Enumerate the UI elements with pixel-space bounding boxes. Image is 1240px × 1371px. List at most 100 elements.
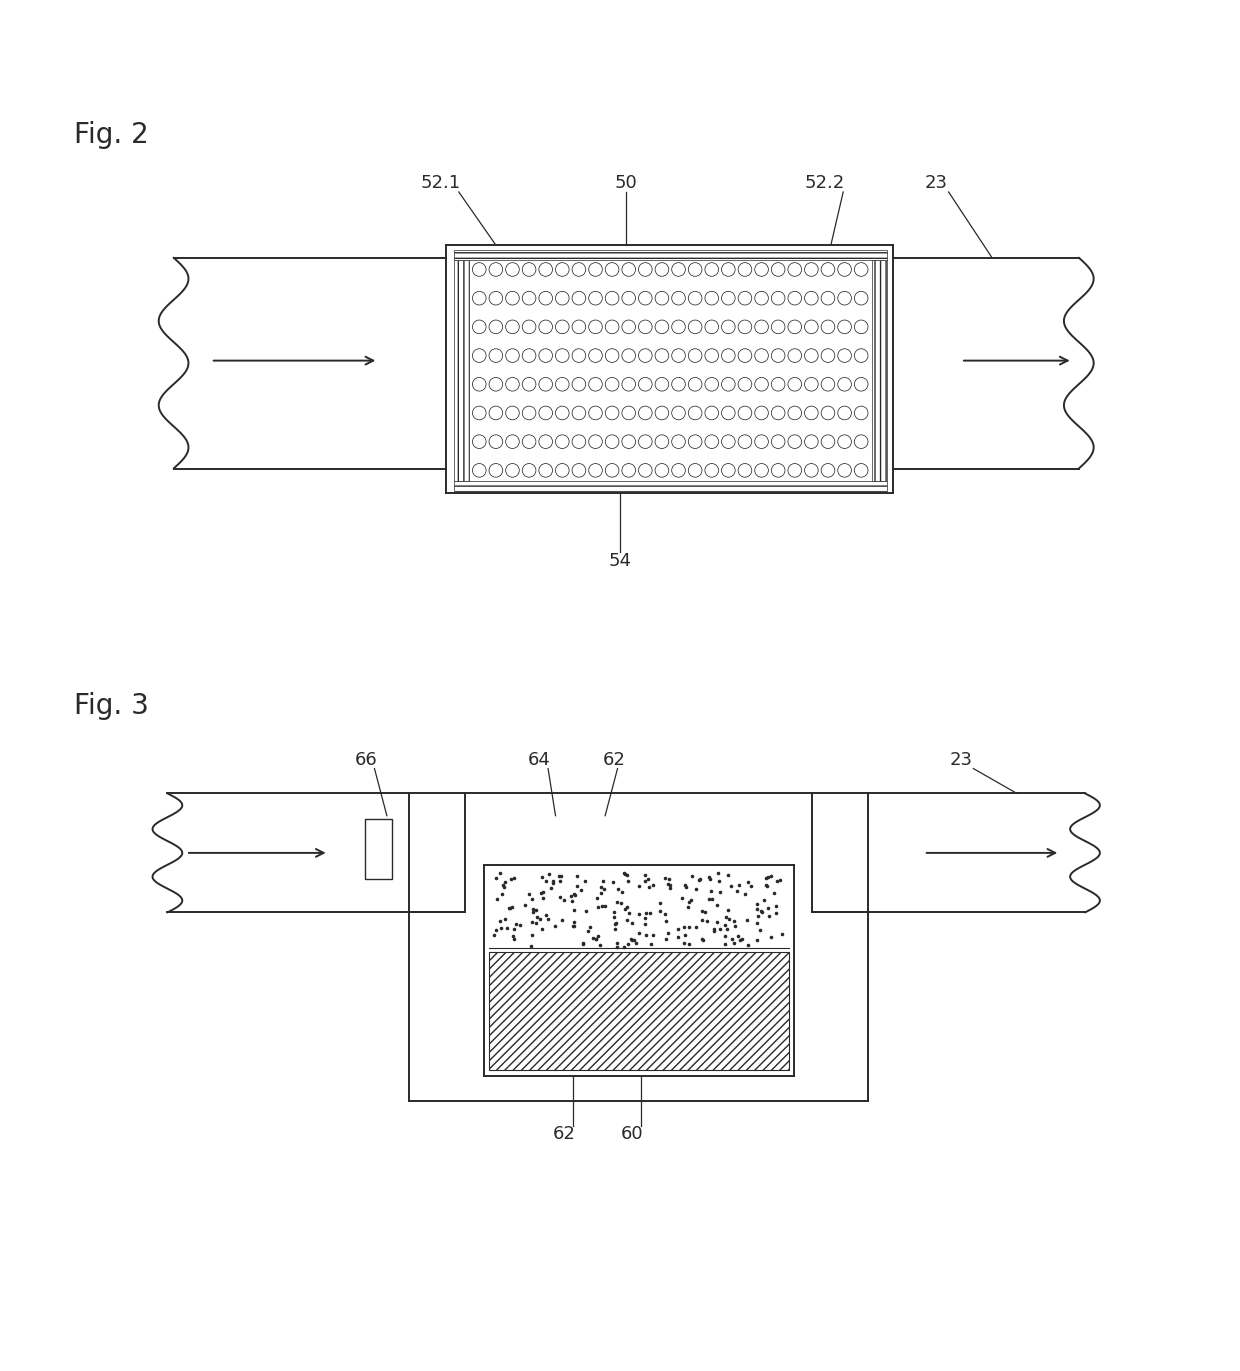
Point <box>699 865 719 887</box>
Point <box>629 921 649 943</box>
Point <box>693 930 713 951</box>
Point <box>580 916 600 938</box>
Point <box>722 928 742 950</box>
Point <box>677 876 697 898</box>
Point <box>758 866 777 888</box>
Point <box>594 877 614 899</box>
Text: 64: 64 <box>528 751 551 769</box>
Point <box>729 875 749 897</box>
Point <box>567 865 587 887</box>
Point <box>526 898 546 920</box>
Point <box>724 910 744 932</box>
Bar <box>489 872 789 949</box>
Point <box>588 887 608 909</box>
Point <box>567 875 587 897</box>
Text: 62: 62 <box>553 1126 575 1143</box>
Point <box>753 901 773 923</box>
Point <box>564 899 584 921</box>
Point <box>562 886 582 908</box>
Point <box>722 875 742 897</box>
Point <box>711 917 730 939</box>
Point <box>708 862 728 884</box>
Point <box>737 909 756 931</box>
Text: 66: 66 <box>355 751 377 769</box>
Point <box>615 862 635 884</box>
Point <box>608 936 627 958</box>
Point <box>657 921 677 943</box>
Point <box>704 917 724 939</box>
Point <box>766 902 786 924</box>
Point <box>748 893 768 914</box>
Bar <box>489 951 789 1069</box>
Point <box>619 902 639 924</box>
Point <box>641 934 661 956</box>
Point <box>532 919 552 941</box>
Text: 54: 54 <box>609 553 631 570</box>
Point <box>728 925 748 947</box>
Point <box>496 872 516 894</box>
Point <box>622 912 642 934</box>
Text: 52.2: 52.2 <box>805 174 844 192</box>
Point <box>522 910 542 932</box>
Point <box>618 869 637 891</box>
Point <box>714 914 734 936</box>
Point <box>707 894 727 916</box>
Point <box>606 891 626 913</box>
Point <box>529 908 549 930</box>
Point <box>748 905 768 927</box>
Point <box>502 925 522 947</box>
Point <box>770 869 790 891</box>
Point <box>656 928 676 950</box>
Point <box>608 932 627 954</box>
Point <box>714 924 734 946</box>
Point <box>594 871 614 893</box>
Point <box>717 919 737 941</box>
Point <box>552 909 572 931</box>
Point <box>768 869 787 891</box>
Point <box>764 882 784 903</box>
Point <box>758 897 777 919</box>
Point <box>506 913 526 935</box>
Bar <box>454 481 887 491</box>
Point <box>494 873 513 895</box>
Point <box>686 916 706 938</box>
Point <box>606 912 626 934</box>
Point <box>490 909 510 931</box>
Point <box>511 914 531 936</box>
Point <box>635 913 655 935</box>
Point <box>689 869 709 891</box>
Point <box>501 868 521 890</box>
Point <box>635 864 655 886</box>
Point <box>692 909 712 931</box>
Point <box>724 916 744 938</box>
Point <box>639 868 658 890</box>
Point <box>658 873 678 895</box>
Point <box>672 887 692 909</box>
Point <box>759 905 779 927</box>
Point <box>675 875 694 897</box>
Point <box>616 909 636 931</box>
Point <box>543 872 563 894</box>
Point <box>486 888 506 910</box>
Point <box>564 883 584 905</box>
Point <box>548 865 568 887</box>
Point <box>503 919 523 941</box>
Point <box>656 910 676 932</box>
Point <box>590 876 610 898</box>
Point <box>704 920 724 942</box>
Point <box>699 868 719 890</box>
Point <box>635 869 655 891</box>
Point <box>636 924 656 946</box>
Point <box>702 888 722 910</box>
Point <box>494 876 513 898</box>
Point <box>642 875 662 897</box>
Point <box>742 875 761 897</box>
Point <box>575 901 595 923</box>
Point <box>541 877 560 899</box>
Point <box>656 866 676 888</box>
Point <box>614 936 634 958</box>
Text: 52.1: 52.1 <box>420 174 460 192</box>
Point <box>727 880 746 902</box>
Point <box>702 880 722 902</box>
Point <box>563 890 583 912</box>
